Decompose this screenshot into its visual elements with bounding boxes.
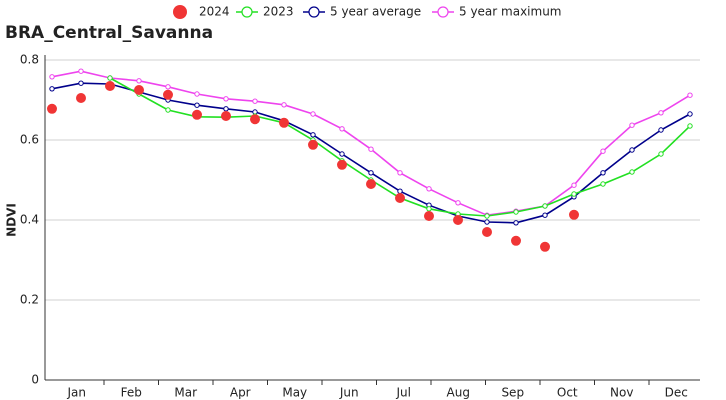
line-marker (571, 182, 577, 188)
data-point (308, 139, 318, 150)
line-marker (455, 200, 461, 206)
data-point (366, 179, 376, 189)
line-marker (687, 123, 693, 129)
line-marker (484, 213, 490, 219)
line-marker (542, 212, 548, 218)
line-marker (397, 170, 403, 176)
data-point (47, 103, 57, 114)
line-marker (513, 209, 519, 215)
data-point (134, 85, 144, 95)
line-marker (165, 107, 171, 113)
line-marker (49, 74, 55, 80)
line-marker (658, 127, 664, 133)
data-point (250, 114, 260, 125)
line-marker (658, 110, 664, 116)
data-point (105, 81, 115, 91)
line-marker (484, 219, 490, 225)
line-marker (310, 111, 316, 117)
y-tick-label: 0.6 (20, 133, 39, 147)
legend-label: 2023 (263, 5, 294, 19)
legend-label: 5 year average (330, 5, 421, 19)
data-point (192, 109, 202, 120)
line-marker (78, 80, 84, 86)
x-tick-label: Apr (230, 386, 251, 400)
line-marker (658, 151, 664, 157)
legend-marker (308, 6, 320, 18)
y-axis-label: NDVI (5, 203, 19, 237)
line-marker (368, 170, 374, 176)
series-line (51, 70, 691, 217)
x-tick-label: Sep (501, 386, 524, 400)
line-marker (281, 102, 287, 108)
line-marker (542, 203, 548, 209)
legend-marker (241, 6, 253, 18)
data-point (76, 93, 86, 103)
x-tick-label: Dec (665, 386, 688, 400)
x-tick-label: Nov (610, 386, 633, 400)
line-marker (571, 191, 577, 197)
line-marker (629, 147, 635, 153)
y-tick-label: 0.4 (20, 213, 39, 227)
x-tick-label: Jan (67, 386, 87, 400)
line-marker (600, 170, 606, 176)
data-point (221, 111, 231, 121)
legend-marker (173, 5, 187, 19)
legend-marker (437, 6, 449, 18)
line-marker (49, 86, 55, 92)
line-marker (165, 84, 171, 90)
data-point (453, 215, 463, 225)
line-marker (223, 96, 229, 102)
series-line (51, 82, 691, 224)
y-tick-label: 0.2 (20, 293, 39, 307)
data-point (540, 241, 550, 252)
x-tick-label: Jun (339, 386, 359, 400)
x-tick-label: Jul (396, 386, 411, 400)
x-tick-label: Aug (447, 386, 470, 400)
legend-label: 2024 (199, 5, 230, 19)
line-marker (397, 188, 403, 194)
data-point (337, 159, 347, 170)
legend-label: 5 year maximum (459, 5, 562, 19)
line-marker (339, 151, 345, 157)
line-marker (310, 132, 316, 138)
line-marker (629, 122, 635, 128)
line-marker (194, 102, 200, 108)
line-marker (78, 68, 84, 74)
line-marker (629, 169, 635, 175)
line-marker (368, 146, 374, 152)
data-point (395, 193, 405, 203)
data-point (424, 211, 434, 221)
x-tick-label: May (282, 386, 307, 400)
line-marker (687, 111, 693, 117)
line-marker (600, 181, 606, 187)
data-point (279, 117, 289, 128)
y-tick-label: 0.8 (20, 53, 39, 67)
line-marker (687, 92, 693, 98)
line-marker (194, 91, 200, 97)
line-marker (339, 126, 345, 132)
line-marker (136, 78, 142, 84)
x-tick-label: Oct (557, 386, 578, 400)
line-marker (600, 148, 606, 154)
line-marker (426, 206, 432, 212)
line-marker (107, 75, 113, 81)
chart-title: BRA_Central_Savanna (5, 23, 213, 43)
line-marker (426, 186, 432, 192)
data-point (569, 209, 579, 220)
line-marker (223, 106, 229, 112)
data-point (482, 227, 492, 237)
data-point (511, 235, 521, 246)
line-marker (513, 220, 519, 226)
y-tick-label: 0 (31, 373, 39, 387)
data-point (163, 89, 173, 100)
x-tick-label: Feb (121, 386, 142, 400)
line-marker (252, 98, 258, 104)
x-tick-label: Mar (174, 386, 197, 400)
